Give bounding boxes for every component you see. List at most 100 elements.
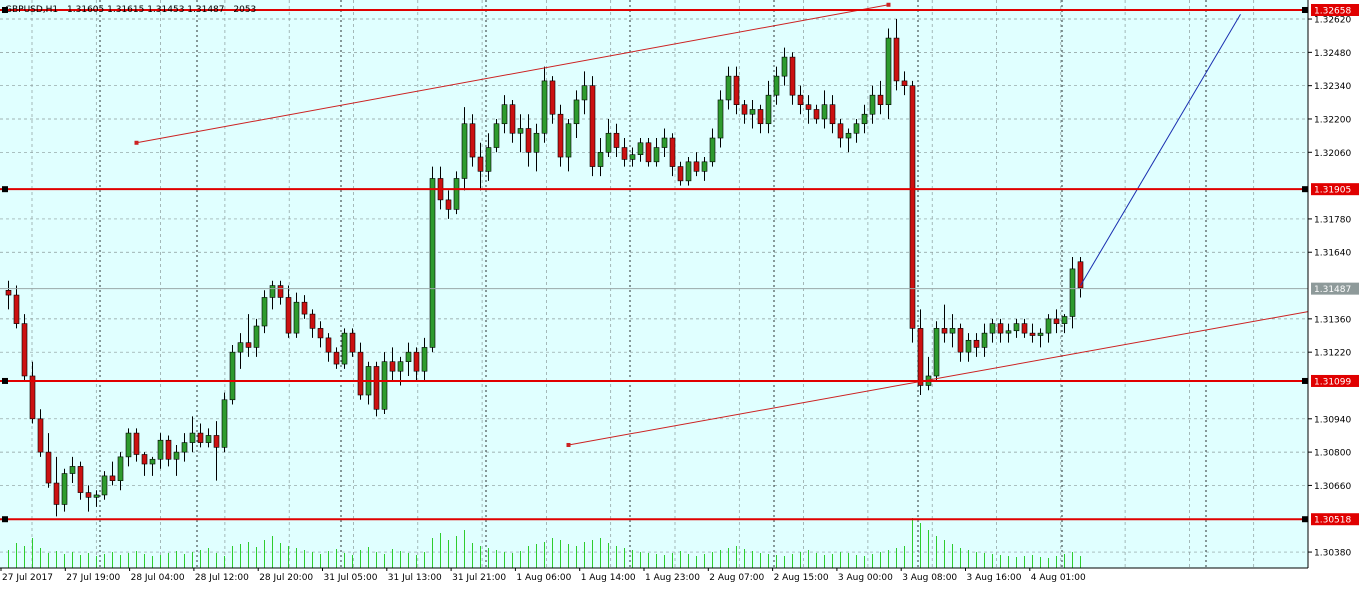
candle (277, 280, 284, 305)
price-level-marker (2, 186, 8, 193)
candle-body (301, 301, 308, 315)
candle-body (149, 458, 156, 465)
candle-body (429, 178, 436, 348)
candle-body (909, 85, 916, 329)
time-tick-label: 28 Jul 20:00 (259, 573, 313, 583)
candle-body (933, 328, 940, 377)
price-tick-label: 1.31640 (1314, 249, 1351, 259)
candle (333, 347, 340, 369)
candle-body (205, 435, 212, 443)
candle (21, 314, 28, 381)
candle-body (589, 85, 596, 167)
candle-body (797, 94, 804, 106)
candle-body (725, 75, 732, 101)
candle-body (621, 147, 628, 160)
price-tick-label: 1.32200 (1314, 115, 1351, 125)
candle (653, 138, 660, 167)
candle (269, 280, 276, 310)
candle (1029, 323, 1036, 343)
candle-body (629, 154, 636, 160)
price-tick-label: 1.30380 (1314, 549, 1351, 559)
price-level-marker (1302, 377, 1308, 384)
time-axis-bg (0, 568, 1308, 588)
candle (421, 337, 428, 381)
candle (461, 107, 468, 191)
candle (789, 52, 796, 105)
candle-body (333, 351, 340, 365)
candle-body (917, 328, 924, 386)
candle (205, 428, 212, 448)
candle (253, 318, 260, 357)
candle-body (1053, 318, 1060, 324)
candle (533, 123, 540, 172)
candle-body (701, 161, 708, 172)
candle-body (805, 104, 812, 110)
candle (141, 452, 148, 476)
candle (757, 104, 764, 134)
candle-body (613, 132, 620, 148)
candle (589, 76, 596, 177)
candle-body (309, 313, 316, 329)
candle (661, 128, 668, 158)
candle (117, 452, 124, 491)
candle (229, 345, 236, 405)
candle-body (981, 332, 988, 348)
candles (5, 19, 1084, 517)
candle (909, 80, 916, 343)
candle-body (717, 99, 724, 139)
candle (1045, 314, 1052, 343)
candle (173, 444, 180, 476)
price-tick-label: 1.30800 (1314, 449, 1351, 459)
candle-body (1069, 268, 1076, 317)
candle-body (445, 199, 452, 210)
volume-bars (8, 518, 1081, 568)
candle (125, 428, 132, 467)
price-level-marker (2, 6, 8, 13)
ohlc-label: 1.31605 1.31615 1.31453 1.31487 (67, 5, 224, 15)
candle (941, 304, 948, 343)
candle-body (381, 361, 388, 410)
candle-body (493, 123, 500, 148)
candle-body (605, 132, 612, 153)
candle (13, 285, 20, 329)
price-tick-label: 1.32480 (1314, 49, 1351, 59)
candle-body (861, 113, 868, 125)
trend-line-lower-channel (568, 308, 1321, 446)
candle (765, 80, 772, 134)
candle-body (485, 147, 492, 172)
candle-body (781, 56, 788, 77)
trend-lines[interactable] (134, 2, 1323, 447)
candle (685, 157, 692, 186)
candle (581, 71, 588, 115)
price-axis[interactable]: 1.32620 1.32480 1.32340 1.32200 1.32060 1.317… (1307, 0, 1362, 588)
candle (77, 461, 84, 500)
candle-body (853, 123, 860, 134)
candle (453, 171, 460, 215)
time-tick-label: 31 Jul 05:00 (324, 573, 378, 583)
candle-body (1077, 261, 1084, 289)
candle (245, 314, 252, 357)
candle-body (941, 328, 948, 334)
candle (805, 95, 812, 124)
candle (709, 128, 716, 167)
candle-body (349, 332, 356, 353)
candle-body (677, 166, 684, 182)
candle-body (1045, 318, 1052, 334)
candle-body (517, 128, 524, 134)
candle (869, 85, 876, 124)
candle (493, 118, 500, 153)
time-axis[interactable]: 27 Jul 2017 27 Jul 19:00 28 Jul 04:00 28 Ju… (0, 567, 1308, 588)
price-level-tag (1311, 513, 1359, 526)
candle (45, 433, 52, 488)
candle-body (189, 432, 196, 443)
candle (133, 428, 140, 462)
candle (5, 280, 12, 310)
candle (101, 471, 108, 500)
candle-body (165, 439, 172, 460)
trend-line-projection (1080, 14, 1241, 286)
candle-body (53, 482, 60, 505)
candle-body (1005, 330, 1012, 334)
time-tick-label: 27 Jul 2017 (2, 573, 53, 583)
